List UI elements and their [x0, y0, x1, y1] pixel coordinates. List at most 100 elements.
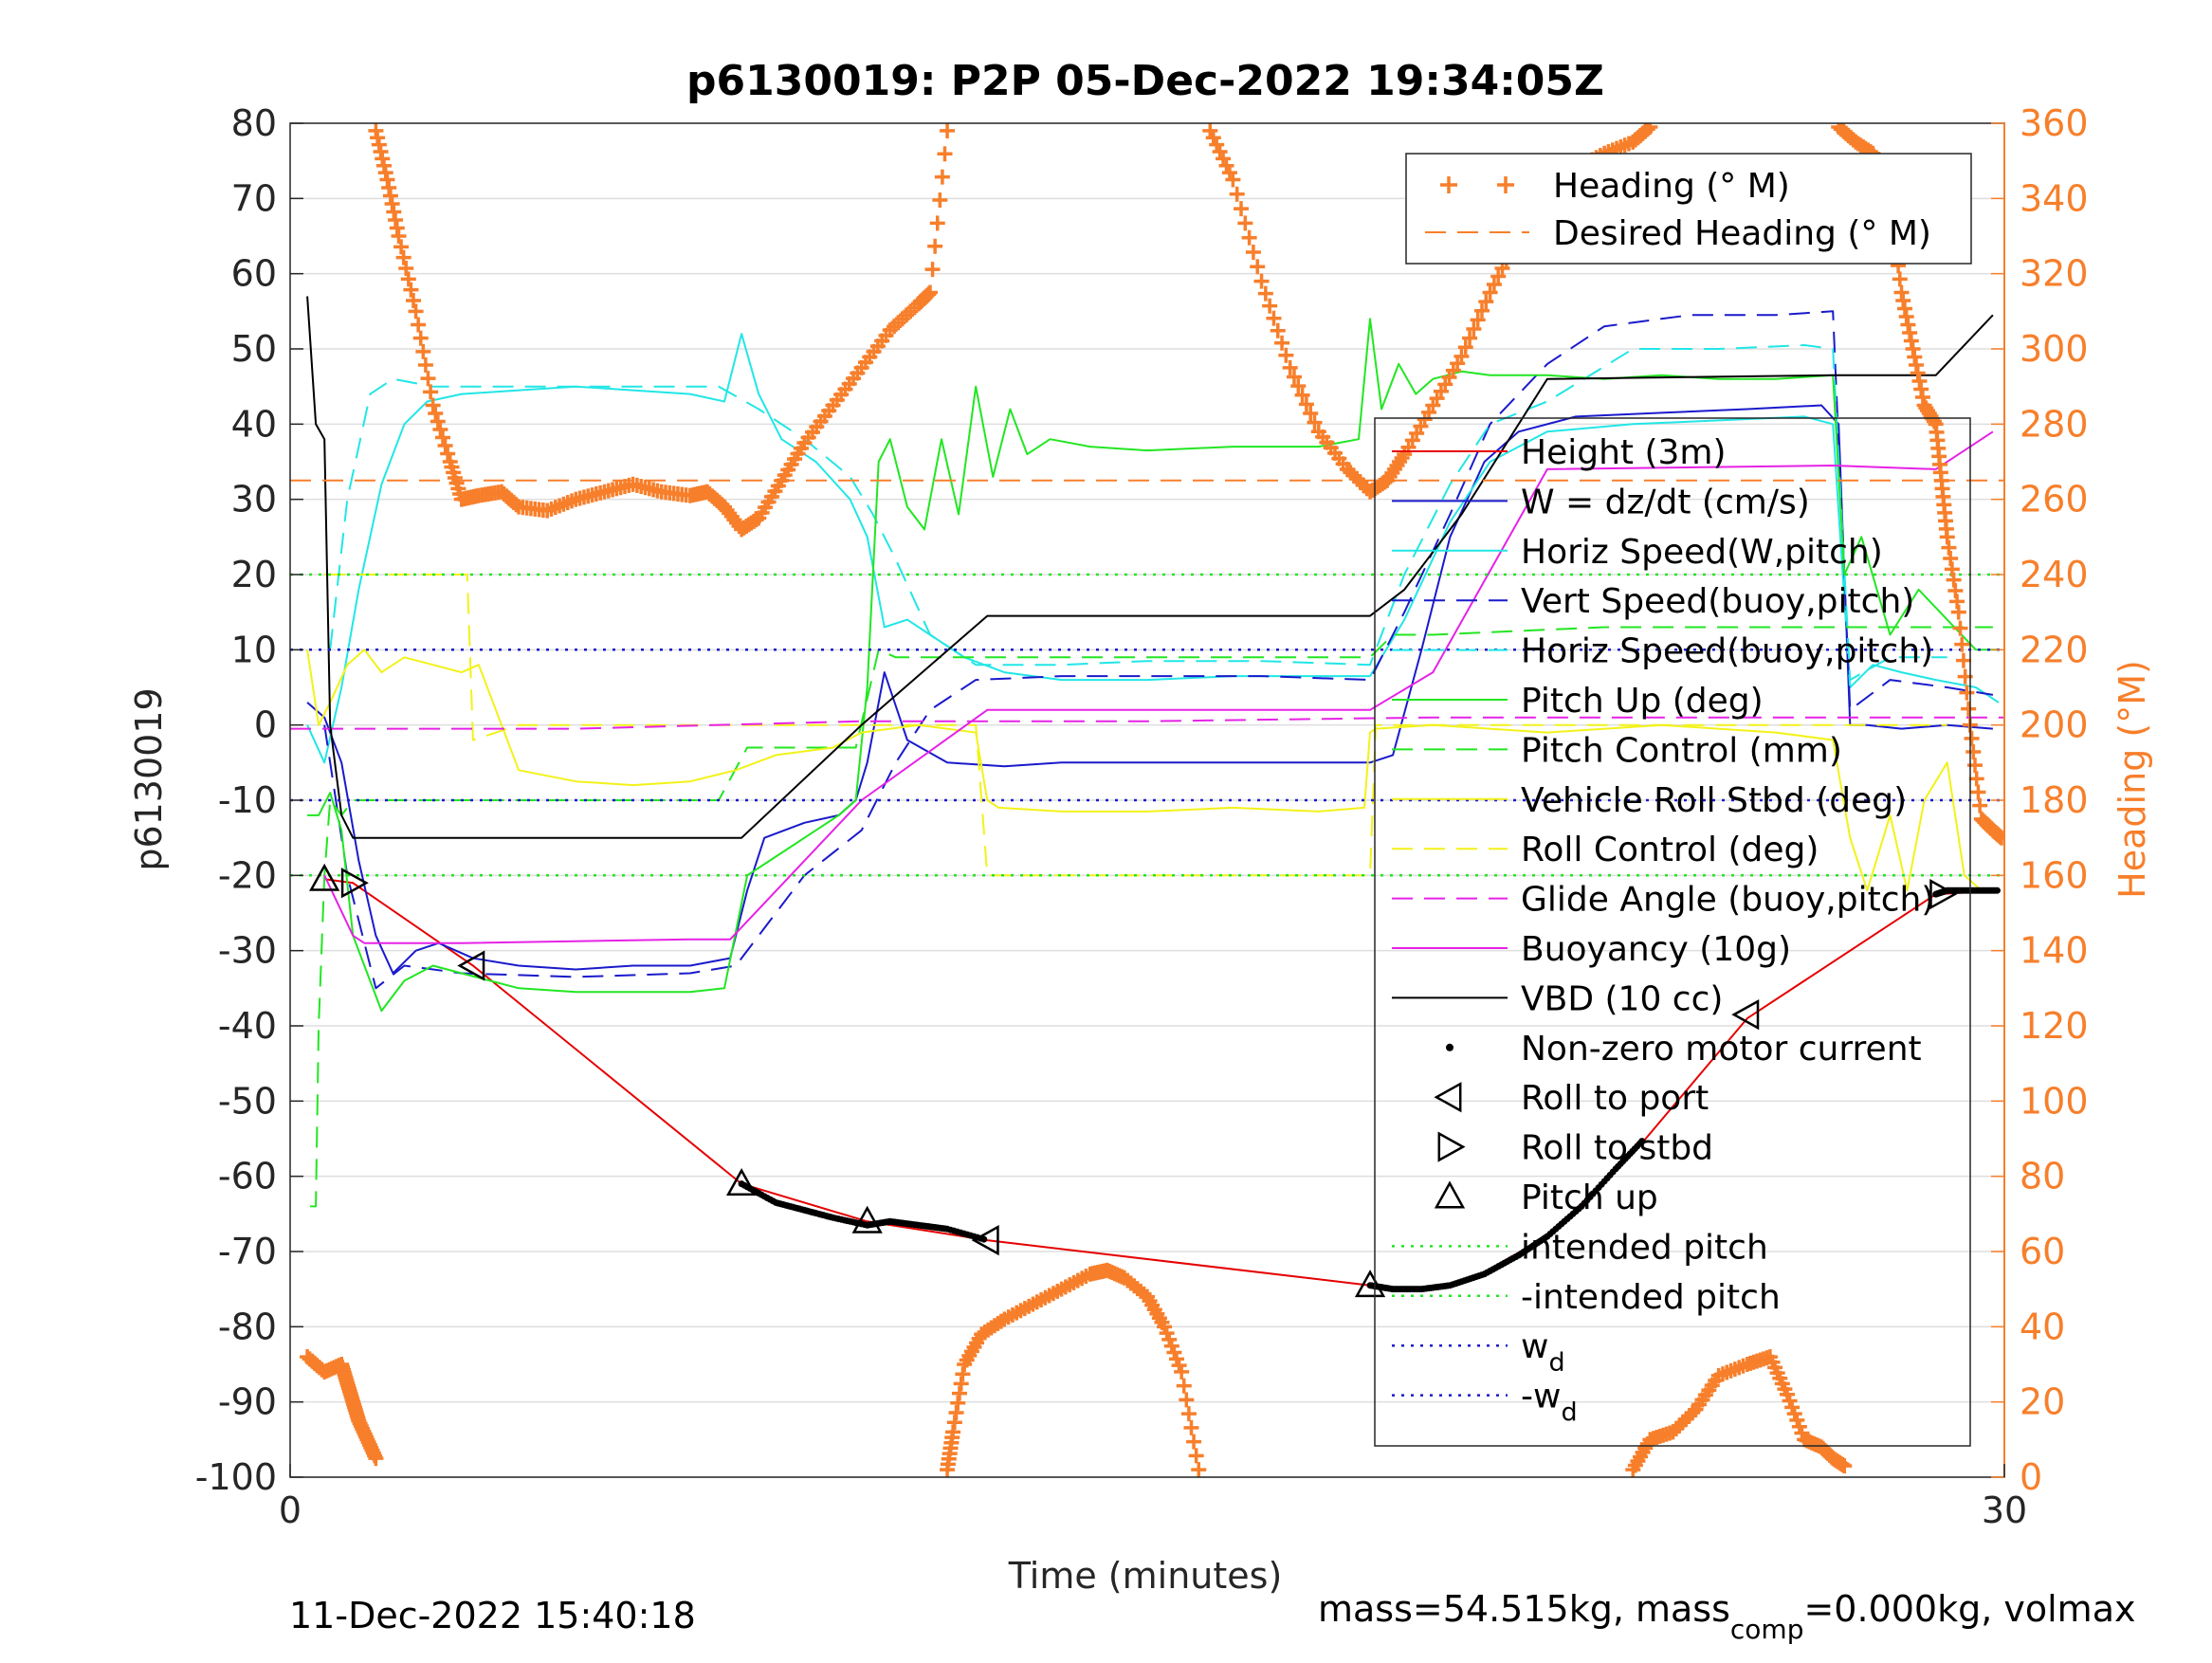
- heading-point: [1241, 229, 1257, 246]
- y-tick-label: 0: [254, 704, 277, 746]
- heading-point: [924, 262, 941, 278]
- y-tick-label: -80: [218, 1306, 277, 1347]
- heading-point: [1993, 830, 2004, 846]
- heading-point: [1186, 1434, 1202, 1450]
- heading-point: [1642, 123, 1658, 135]
- legend-label-subscript: d: [1548, 1348, 1564, 1378]
- y-tick-label: 10: [231, 629, 277, 670]
- heading-point: [408, 303, 424, 320]
- heading-point: [934, 169, 950, 185]
- marker-pitch-up: [851, 1205, 883, 1234]
- y2-tick-label: 40: [2020, 1306, 2065, 1347]
- heading-point: [1234, 201, 1250, 217]
- heading-point: [1639, 123, 1655, 137]
- series-vert-speed-buoy-pitch: [323, 310, 1994, 990]
- heading-point: [1954, 636, 1970, 652]
- heading-point: [395, 249, 411, 265]
- y-tick-label: 70: [231, 177, 277, 219]
- legend-label-text: Vert Speed(buoy,pitch): [1521, 582, 1914, 621]
- y2-tick-label: 340: [2020, 177, 2089, 219]
- heading-point: [428, 406, 444, 421]
- y-tick-label: -100: [195, 1456, 277, 1498]
- heading-point: [1294, 387, 1310, 403]
- marker-layer: [309, 863, 2001, 1298]
- heading-point: [1478, 294, 1494, 310]
- heading-point: [1237, 215, 1253, 231]
- heading-point: [398, 261, 414, 276]
- y-tick-label: -70: [218, 1231, 277, 1272]
- y-axis-label: p6130019: [128, 687, 170, 870]
- heading-point: [1462, 330, 1478, 346]
- heading-point: [1952, 620, 1968, 636]
- heading-point: [1221, 165, 1237, 181]
- heading-point: [940, 123, 956, 138]
- heading-point: [1176, 1378, 1192, 1394]
- heading-point: [1282, 359, 1298, 375]
- legend-label-w-d: -wd: [1521, 1378, 1578, 1428]
- heading-point: [425, 397, 441, 413]
- heading-point: [1174, 1363, 1190, 1380]
- legend-label-intended-pitch: -intended pitch: [1521, 1278, 1781, 1317]
- heading-point: [922, 284, 938, 301]
- y-tick-label: -20: [218, 854, 277, 896]
- chart-title: p6130019: P2P 05-Dec-2022 19:34:05Z: [686, 57, 1604, 105]
- legend-label-horiz-speed-w-pitch: Horiz Speed(W,pitch): [1521, 533, 1883, 572]
- legend-label-roll-to-port: Roll to port: [1521, 1079, 1709, 1118]
- series-roll-control-deg: [324, 574, 1947, 877]
- heading-point: [1972, 797, 1988, 813]
- legend-label-text: Height (3m): [1521, 433, 1727, 472]
- y2-tick-label: 280: [2020, 403, 2089, 445]
- y2-tick-label: 120: [2020, 1005, 2089, 1047]
- legend-main: Height (3m) W = dz/dt (cm/s) Horiz Speed(W…: [1374, 417, 1971, 1447]
- legend-label-text: Pitch Up (deg): [1521, 682, 1764, 721]
- heading-point: [1685, 1405, 1701, 1420]
- heading-point: [1473, 302, 1490, 319]
- marker-roll-to-port: [457, 950, 485, 981]
- heading-point: [1274, 335, 1290, 351]
- y2-tick-label: 300: [2020, 328, 2089, 370]
- legend-label-pitch-control-mm: Pitch Control (mm): [1521, 731, 1842, 770]
- heading-point: [406, 293, 422, 308]
- motor-current-dot: [1638, 1138, 1646, 1145]
- y-tick-label: 30: [231, 479, 277, 521]
- heading-point: [423, 384, 439, 400]
- marker-roll-to-stbd: [340, 868, 369, 899]
- legend-sample-roll-to-port: [1434, 1082, 1462, 1113]
- heading-point: [1205, 130, 1221, 146]
- heading-point: [1964, 730, 1980, 746]
- heading-point: [1270, 322, 1286, 338]
- y2-tick-label: 100: [2020, 1080, 2089, 1122]
- x-tick-label: 30: [1982, 1489, 2027, 1531]
- legend-label-vert-speed-buoy-pitch: Vert Speed(buoy,pitch): [1521, 582, 1914, 621]
- legend-heading: Heading (° M) Desired Heading (° M): [1405, 153, 1972, 265]
- legend-label-horiz-speed-buoy-pitch: Horiz Speed(buoy,pitch): [1521, 632, 1933, 671]
- y-tick-label: -50: [218, 1080, 277, 1122]
- y2-axis-label: Heading (°M): [2111, 660, 2153, 899]
- legend-label-subscript: d: [1561, 1398, 1577, 1428]
- heading-point: [1225, 172, 1241, 188]
- heading-point: [1298, 396, 1314, 412]
- heading-point: [411, 317, 427, 333]
- marker-pitch-up: [1354, 1270, 1386, 1298]
- y2-tick-label: 160: [2020, 854, 2089, 896]
- heading-point: [1965, 744, 1982, 759]
- legend-label-text: -intended pitch: [1521, 1278, 1781, 1317]
- legend-label-vehicle-roll-stbd-deg: Vehicle Roll Stbd (deg): [1521, 781, 1907, 820]
- y2-tick-label: 220: [2020, 629, 2089, 670]
- series-pitch-control-mm: [310, 626, 1993, 1208]
- heading-point: [432, 422, 448, 437]
- y2-tick-label: 140: [2020, 930, 2089, 972]
- heading-point: [1950, 604, 1966, 620]
- motor-current-dot: [1993, 886, 2001, 894]
- heading-point: [1229, 186, 1245, 202]
- legend-label-text: w: [1521, 1327, 1548, 1366]
- footer-mass-p1: mass=54.515kg, mass: [1318, 1588, 1730, 1630]
- legend-label-text: W = dz/dt (cm/s): [1521, 483, 1810, 521]
- footer-mass-info: mass=54.515kg, masscomp=0.000kg, volmax: [1318, 1588, 2135, 1645]
- legend-label-text: VBD (10 cc): [1521, 979, 1723, 1018]
- legend-main-frame: [1374, 417, 1971, 1447]
- heading-point: [932, 192, 948, 209]
- series-horiz-speed-buoy-pitch: [329, 344, 1947, 682]
- footer-timestamp: 11-Dec-2022 15:40:18: [289, 1595, 696, 1636]
